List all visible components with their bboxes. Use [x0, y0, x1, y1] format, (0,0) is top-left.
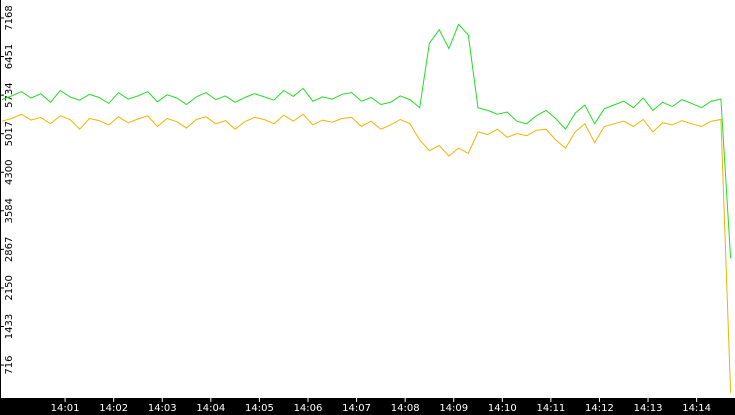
x-axis-bar	[0, 398, 735, 415]
x-tick-label: 14:09	[439, 403, 468, 414]
line-series	[1, 113, 732, 393]
y-tick-label: 1433	[4, 314, 15, 339]
y-tick-label: 3584	[4, 198, 15, 223]
x-tick-label: 14:11	[536, 403, 565, 414]
x-tick-label: 14:08	[391, 403, 420, 414]
x-tick-label: 14:05	[245, 403, 274, 414]
y-tick-label: 7168	[4, 5, 15, 30]
y-tick-label: 6451	[4, 44, 15, 69]
x-tick-label: 14:12	[585, 403, 614, 414]
x-tick-label: 14:14	[682, 403, 711, 414]
y-tick-label: 2150	[4, 275, 15, 300]
x-tick-label: 14:02	[99, 403, 128, 414]
x-tick-label: 14:01	[51, 403, 80, 414]
x-tick-label: 14:10	[488, 403, 517, 414]
line-series	[1, 23, 732, 259]
x-tick-label: 14:13	[634, 403, 663, 414]
x-tick-label: 14:04	[196, 403, 225, 414]
y-tick-label: 5017	[4, 121, 15, 146]
x-tick-label: 14:07	[342, 403, 371, 414]
y-tick-label: 4300	[4, 160, 15, 185]
x-tick-label: 14:06	[294, 403, 323, 414]
x-tick-label: 14:03	[148, 403, 177, 414]
y-tick-label: 5734	[4, 82, 15, 107]
y-tick-label: 716	[4, 356, 15, 375]
y-tick-label: 2867	[4, 237, 15, 262]
